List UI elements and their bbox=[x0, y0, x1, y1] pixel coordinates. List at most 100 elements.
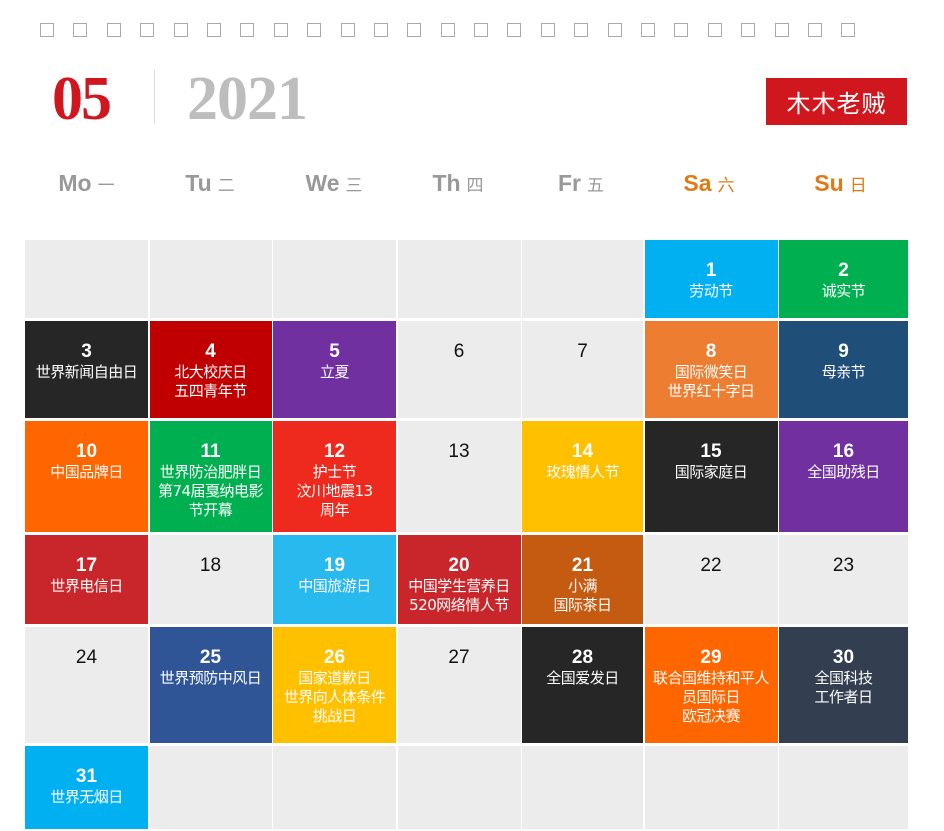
day-number: 15 bbox=[700, 441, 722, 462]
event-label: 国家道歉日 bbox=[298, 669, 371, 687]
day-cell-13[interactable]: 13 bbox=[397, 421, 521, 532]
weekday-th: Th 四 bbox=[396, 170, 520, 197]
event-label: 中国品牌日 bbox=[50, 463, 123, 481]
binding-ring bbox=[540, 23, 555, 37]
event-label: 中国学生营养日 bbox=[408, 577, 510, 595]
day-cell-17[interactable]: 17 世界电信日 bbox=[25, 535, 148, 624]
event-label: 挑战日 bbox=[312, 707, 357, 725]
day-cell-9[interactable]: 9 母亲节 bbox=[779, 321, 908, 418]
day-cell-27[interactable]: 27 bbox=[397, 627, 521, 743]
weekday-su: Su 日 bbox=[776, 170, 905, 197]
binding-ring bbox=[307, 23, 322, 37]
weekday-cn: 四 bbox=[466, 176, 484, 195]
day-cell-14[interactable]: 14 玫瑰情人节 bbox=[522, 421, 643, 532]
weekday-tu: Tu 二 bbox=[148, 170, 272, 197]
binding-ring bbox=[641, 23, 656, 37]
day-number: 11 bbox=[200, 441, 221, 462]
event-label: 小满 bbox=[567, 577, 598, 595]
day-number: 21 bbox=[571, 555, 594, 576]
day-cell-15[interactable]: 15 国际家庭日 bbox=[644, 421, 778, 532]
day-cell-7[interactable]: 7 bbox=[522, 321, 643, 418]
day-cell-6[interactable]: 6 bbox=[397, 321, 521, 418]
event-label: 世界无烟日 bbox=[50, 788, 123, 806]
day-number: 13 bbox=[448, 441, 470, 462]
event-label: 世界向人体条件 bbox=[283, 688, 386, 706]
event-label: 玫瑰情人节 bbox=[546, 463, 619, 481]
weekday-en: Su bbox=[814, 170, 844, 196]
event-label: 联合国维持和平人 bbox=[652, 669, 770, 687]
day-number: 5 bbox=[329, 341, 340, 362]
day-cell-30[interactable]: 30 全国科技 工作者日 bbox=[779, 627, 908, 743]
day-number: 8 bbox=[705, 341, 717, 362]
event-label: 欧冠决赛 bbox=[681, 707, 741, 725]
day-cell-26[interactable]: 26 国家道歉日 世界向人体条件 挑战日 bbox=[273, 627, 396, 743]
empty-cell bbox=[644, 746, 778, 829]
weekday-mo: Mo 一 bbox=[25, 170, 148, 197]
empty-cell bbox=[273, 240, 396, 318]
empty-cell bbox=[397, 240, 521, 318]
day-cell-1[interactable]: 1 劳动节 bbox=[644, 240, 778, 318]
day-number: 19 bbox=[323, 555, 346, 576]
day-number: 1 bbox=[705, 260, 717, 281]
event-label: 国际家庭日 bbox=[674, 463, 748, 481]
empty-cell bbox=[149, 746, 272, 829]
weekday-cn: 六 bbox=[717, 176, 735, 195]
day-cell-20[interactable]: 20 中国学生营养日 520网络情人节 bbox=[397, 535, 521, 624]
day-number: 31 bbox=[75, 766, 98, 787]
day-cell-8[interactable]: 8 国际微笑日 世界红十字日 bbox=[644, 321, 778, 418]
header-divider bbox=[154, 70, 155, 124]
weekday-cn: 一 bbox=[97, 176, 115, 195]
weekday-en: Tu bbox=[185, 170, 212, 196]
binding-ring bbox=[407, 23, 422, 37]
day-cell-21[interactable]: 21 小满 国际茶日 bbox=[522, 535, 643, 624]
day-number: 4 bbox=[205, 341, 216, 362]
weekday-we: We 三 bbox=[272, 170, 396, 197]
calendar-grid: 1 劳动节 2 诚实节 3 世界新闻自由日 4 北大校庆日 五四青年节 5 立夏 6 7 8 国际微笑日 世界… bbox=[25, 240, 908, 829]
weekday-en: Sa bbox=[683, 170, 712, 196]
binding-ring bbox=[474, 23, 489, 37]
day-cell-31[interactable]: 31 世界无烟日 bbox=[25, 746, 148, 829]
day-number: 28 bbox=[571, 647, 594, 668]
event-label: 汶川地震13 bbox=[296, 482, 373, 500]
day-cell-11[interactable]: 11 世界防治肥胖日 第74届戛纳电影 节开幕 bbox=[149, 421, 272, 532]
day-number: 6 bbox=[453, 341, 465, 362]
day-cell-29[interactable]: 29 联合国维持和平人 员国际日 欧冠决赛 bbox=[644, 627, 778, 743]
day-number: 14 bbox=[571, 441, 594, 462]
weekday-sa: Sa 六 bbox=[642, 170, 776, 197]
binding-ring bbox=[674, 23, 689, 37]
event-label: 立夏 bbox=[319, 363, 350, 381]
day-cell-5[interactable]: 5 立夏 bbox=[273, 321, 396, 418]
day-number: 29 bbox=[700, 647, 722, 668]
day-number: 26 bbox=[323, 647, 346, 668]
day-cell-23[interactable]: 23 bbox=[779, 535, 908, 624]
day-number: 27 bbox=[448, 647, 470, 668]
day-number: 24 bbox=[75, 647, 98, 668]
day-cell-2[interactable]: 2 诚实节 bbox=[779, 240, 908, 318]
day-cell-16[interactable]: 16 全国助残日 bbox=[779, 421, 908, 532]
empty-cell bbox=[522, 240, 643, 318]
day-cell-18[interactable]: 18 bbox=[149, 535, 272, 624]
empty-cell bbox=[397, 746, 521, 829]
empty-cell bbox=[779, 746, 908, 829]
empty-cell bbox=[273, 746, 396, 829]
day-cell-22[interactable]: 22 bbox=[644, 535, 778, 624]
event-label: 劳动节 bbox=[689, 282, 733, 300]
event-label: 第74届戛纳电影 bbox=[157, 482, 264, 500]
event-label: 世界防治肥胖日 bbox=[159, 463, 262, 481]
day-number: 12 bbox=[323, 441, 346, 462]
empty-cell bbox=[149, 240, 272, 318]
day-cell-28[interactable]: 28 全国爱发日 bbox=[522, 627, 643, 743]
day-cell-4[interactable]: 4 北大校庆日 五四青年节 bbox=[149, 321, 272, 418]
day-cell-24[interactable]: 24 bbox=[25, 627, 148, 743]
day-cell-3[interactable]: 3 世界新闻自由日 bbox=[25, 321, 148, 418]
event-label: 节开幕 bbox=[188, 501, 233, 519]
day-cell-10[interactable]: 10 中国品牌日 bbox=[25, 421, 148, 532]
day-cell-19[interactable]: 19 中国旅游日 bbox=[273, 535, 396, 624]
day-cell-12[interactable]: 12 护士节 汶川地震13 周年 bbox=[273, 421, 396, 532]
weekday-cn: 五 bbox=[587, 176, 604, 195]
binding-ring bbox=[841, 23, 856, 37]
event-label: 全国爱发日 bbox=[546, 669, 619, 687]
day-cell-25[interactable]: 25 世界预防中风日 bbox=[149, 627, 272, 743]
day-number: 22 bbox=[700, 555, 722, 576]
event-label: 母亲节 bbox=[821, 363, 866, 381]
